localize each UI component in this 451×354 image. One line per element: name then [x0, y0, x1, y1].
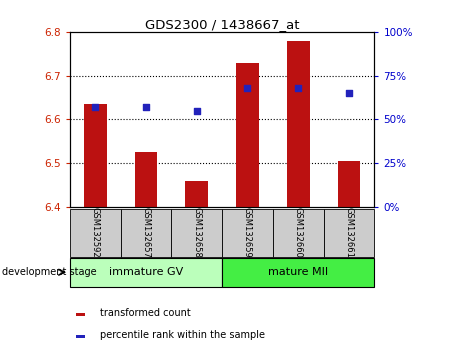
- Bar: [222, 258, 374, 287]
- Point: [143, 104, 150, 110]
- Bar: [273, 209, 324, 257]
- Bar: [171, 209, 222, 257]
- Bar: [287, 41, 310, 207]
- Bar: [236, 63, 259, 207]
- Bar: [324, 209, 374, 257]
- Bar: [76, 335, 85, 338]
- Text: development stage: development stage: [2, 267, 97, 277]
- Title: GDS2300 / 1438667_at: GDS2300 / 1438667_at: [145, 18, 299, 31]
- Text: GSM132592: GSM132592: [91, 207, 100, 258]
- Bar: [134, 152, 157, 207]
- Bar: [337, 161, 360, 207]
- Text: transformed count: transformed count: [101, 308, 191, 318]
- Text: percentile rank within the sample: percentile rank within the sample: [101, 330, 265, 339]
- Bar: [70, 209, 121, 257]
- Point: [92, 104, 99, 110]
- Point: [345, 90, 353, 96]
- Point: [244, 85, 251, 91]
- Text: mature MII: mature MII: [268, 267, 328, 277]
- Text: GSM132660: GSM132660: [294, 207, 303, 258]
- Bar: [84, 104, 107, 207]
- Point: [193, 108, 200, 114]
- Text: GSM132657: GSM132657: [142, 207, 151, 258]
- Text: GSM132659: GSM132659: [243, 207, 252, 258]
- Bar: [185, 181, 208, 207]
- Text: GSM132658: GSM132658: [192, 207, 201, 258]
- Bar: [222, 209, 273, 257]
- Bar: [76, 313, 85, 316]
- Text: GSM132661: GSM132661: [345, 207, 354, 258]
- Point: [295, 85, 302, 91]
- Text: immature GV: immature GV: [109, 267, 183, 277]
- Bar: [70, 258, 222, 287]
- Bar: [121, 209, 171, 257]
